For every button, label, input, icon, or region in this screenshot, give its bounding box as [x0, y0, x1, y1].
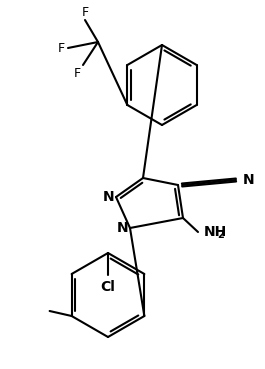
Text: F: F — [58, 41, 65, 55]
Text: Cl: Cl — [100, 280, 116, 294]
Text: N: N — [243, 173, 255, 187]
Text: N: N — [102, 190, 114, 204]
Text: F: F — [74, 67, 81, 80]
Text: N: N — [116, 221, 128, 235]
Text: F: F — [81, 6, 89, 19]
Text: NH: NH — [204, 225, 227, 239]
Text: 2: 2 — [217, 230, 224, 240]
